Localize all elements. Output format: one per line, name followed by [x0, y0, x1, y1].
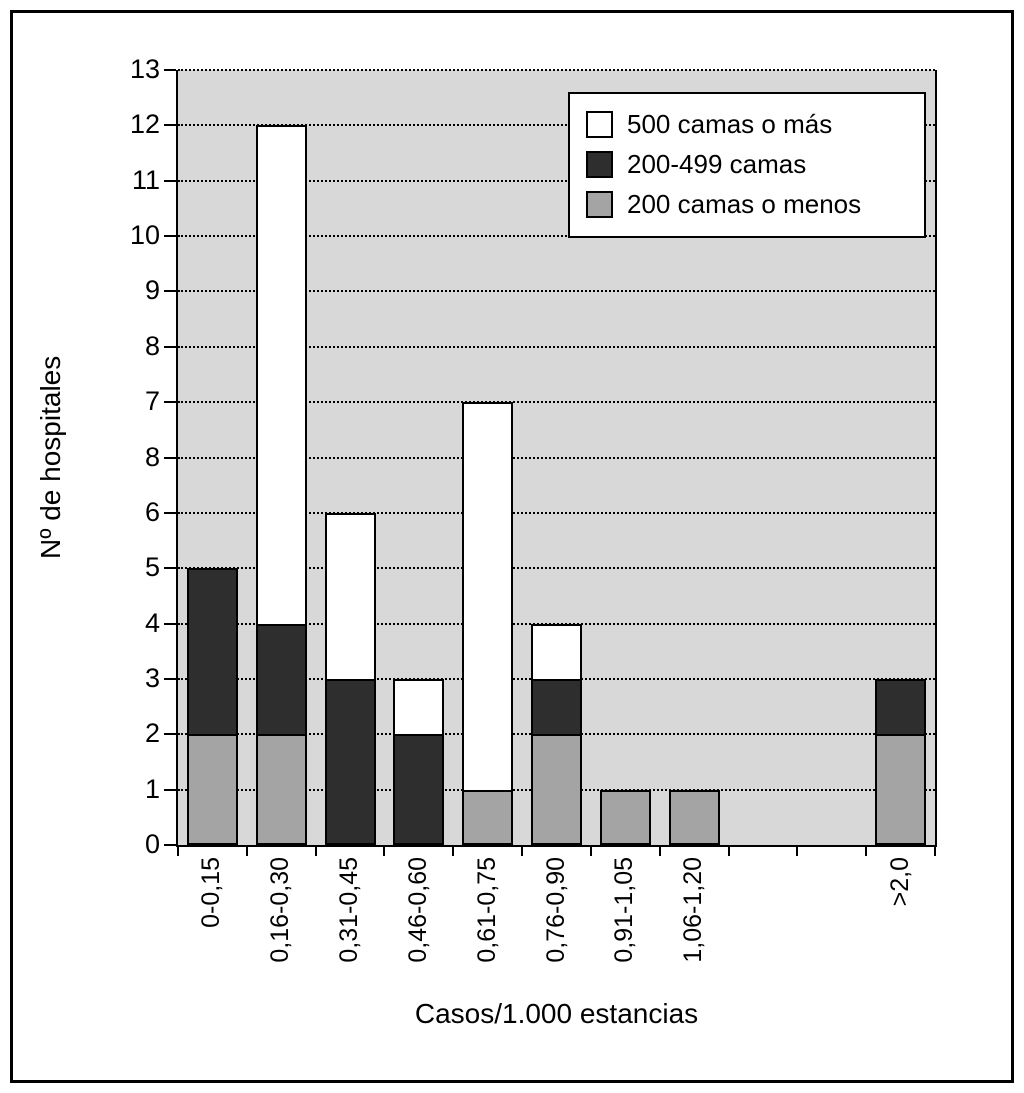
- y-tick-label: 0: [144, 828, 160, 859]
- bar-segment: [531, 734, 582, 845]
- y-tick-mark: [164, 290, 176, 293]
- y-tick-mark: [164, 235, 176, 238]
- bar-segment: [393, 734, 445, 845]
- bar-segment: [531, 678, 582, 737]
- gridline: [178, 456, 935, 459]
- y-tick-label: 5: [144, 552, 160, 583]
- x-tick-mark: [245, 847, 248, 856]
- y-tick-mark: [164, 124, 176, 127]
- x-tick-mark: [727, 847, 730, 856]
- legend-label: 500 camas o más: [627, 109, 833, 139]
- x-tick-mark: [521, 847, 524, 856]
- bar-segment: [875, 678, 927, 737]
- gridline: [178, 124, 935, 127]
- gridline: [178, 511, 935, 514]
- gridline: [178, 290, 935, 293]
- x-tick-mark: [865, 847, 868, 856]
- y-tick-label: 10: [129, 220, 160, 251]
- legend-label: 200-499 camas: [627, 149, 807, 180]
- x-axis-title: Casos/1.000 estancias: [414, 998, 699, 1029]
- bar-segment: [599, 789, 651, 845]
- x-tick-mark: [796, 847, 799, 856]
- bar-segment: [462, 402, 514, 792]
- y-tick-label: 9: [144, 275, 160, 306]
- bar-segment: [255, 623, 307, 737]
- bar-segment: [324, 512, 376, 681]
- x-category-label: 0,91-1,05: [610, 857, 639, 963]
- legend-swatch: [586, 151, 613, 179]
- y-tick-mark: [164, 844, 176, 846]
- legend-entry: 500 camas o más: [586, 109, 914, 140]
- y-tick-mark: [164, 456, 176, 459]
- y-tick-label: 8: [144, 441, 160, 472]
- bar-segment: [531, 623, 582, 681]
- x-tick-mark: [314, 847, 317, 856]
- x-category-label: 0,31-0,45: [335, 857, 364, 963]
- gridline: [178, 69, 935, 71]
- bar-segment: [255, 734, 307, 845]
- x-tick-mark: [177, 847, 179, 856]
- legend-swatch: [586, 111, 613, 139]
- y-tick-mark: [164, 69, 176, 71]
- y-tick-label: 1: [144, 773, 160, 804]
- legend-swatch: [586, 191, 613, 219]
- bar-segment: [186, 568, 238, 737]
- gridline: [178, 567, 935, 570]
- x-category-label: 0,46-0,60: [403, 857, 432, 963]
- y-tick-mark: [164, 622, 176, 625]
- y-tick-mark: [164, 401, 176, 404]
- y-tick-label: 13: [129, 53, 160, 84]
- bar-segment: [255, 125, 307, 626]
- y-axis-title: Nº de hospitales: [35, 355, 66, 560]
- y-tick-label: 6: [144, 496, 160, 527]
- y-tick-label: 7: [144, 386, 160, 417]
- gridline: [178, 401, 935, 404]
- bar-segment: [393, 678, 445, 737]
- gridline: [178, 345, 935, 348]
- bar-segment: [324, 678, 376, 845]
- x-category-label: 0,76-0,90: [541, 857, 570, 963]
- gridline: [178, 179, 935, 182]
- y-tick-mark: [164, 567, 176, 570]
- bar-segment: [462, 789, 514, 845]
- x-category-label: 0,61-0,75: [472, 857, 501, 963]
- y-tick-mark: [164, 788, 176, 791]
- y-tick-label: 3: [144, 662, 160, 693]
- y-tick-label: 8: [144, 330, 160, 361]
- x-category-label: 0-0,15: [197, 857, 226, 928]
- x-tick-mark: [452, 847, 455, 856]
- x-category-label: 1,06-1,20: [679, 857, 708, 963]
- bar-segment: [875, 734, 927, 845]
- x-category-label: >2,0: [885, 857, 914, 907]
- y-tick-mark: [164, 733, 176, 736]
- x-tick-mark: [934, 847, 936, 856]
- legend-entry: 200-499 camas: [586, 149, 914, 180]
- legend-entry: 200 camas o menos: [586, 189, 914, 220]
- bar-segment: [186, 734, 238, 845]
- y-tick-mark: [164, 511, 176, 514]
- legend-label: 200 camas o menos: [627, 189, 862, 220]
- x-tick-mark: [383, 847, 386, 856]
- y-tick-mark: [164, 179, 176, 182]
- gridline: [178, 235, 935, 238]
- x-tick-mark: [589, 847, 592, 856]
- y-tick-mark: [164, 345, 176, 348]
- y-tick-mark: [164, 677, 176, 680]
- bar-segment: [668, 789, 720, 845]
- x-category-label: 0,16-0,30: [266, 857, 295, 963]
- legend: 500 camas o más 200-499 camas 200 camas o …: [568, 92, 926, 238]
- x-tick-mark: [658, 847, 661, 856]
- y-tick-label: 12: [129, 109, 160, 140]
- y-tick-label: 4: [144, 607, 160, 638]
- y-tick-label: 2: [144, 718, 160, 749]
- y-tick-label: 11: [131, 164, 160, 195]
